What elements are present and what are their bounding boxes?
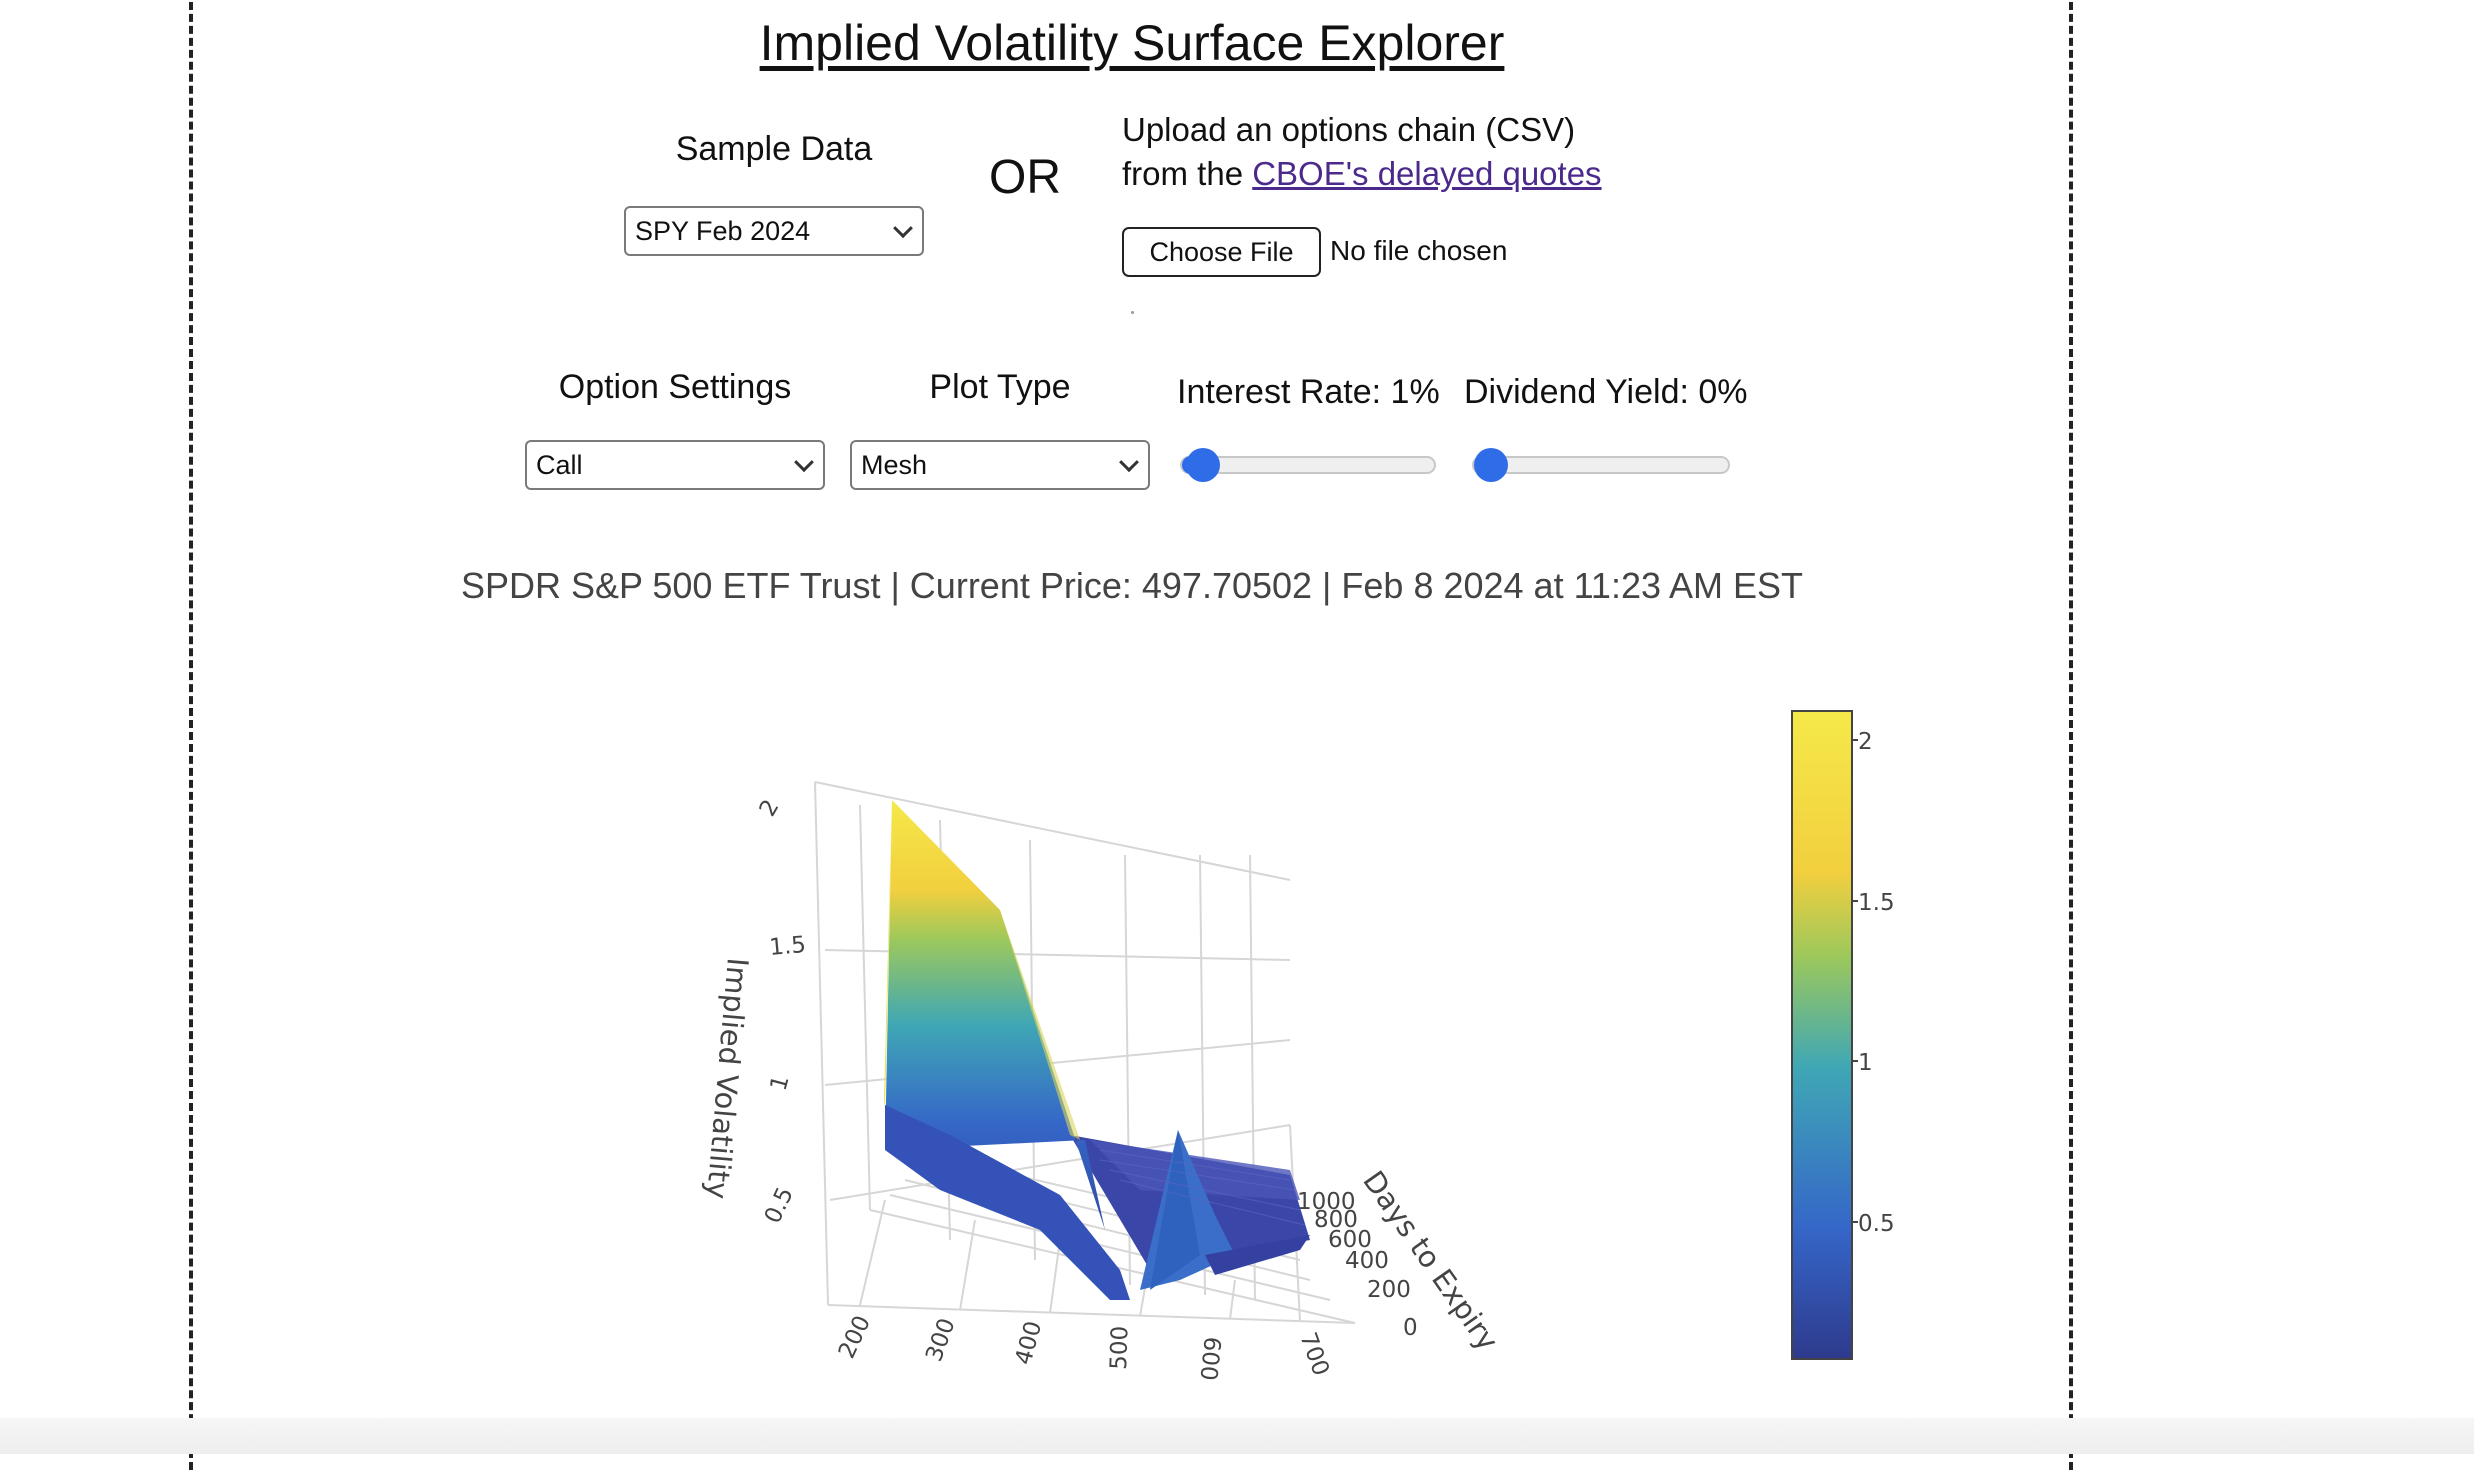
y-tick-label: 600 xyxy=(1328,1227,1372,1253)
y-tick-label: 0 xyxy=(1403,1315,1418,1341)
colorbar-tick-label: 1.5 xyxy=(1858,890,1895,916)
plot-type-select[interactable]: Mesh xyxy=(850,440,1150,490)
upload-instructions: Upload an options chain (CSV) from the C… xyxy=(1122,108,1602,196)
sample-data-value: SPY Feb 2024 xyxy=(635,215,811,246)
colorbar-tick-label: 1 xyxy=(1858,1050,1873,1076)
or-separator: OR xyxy=(989,151,1061,204)
interest-rate-label: Interest Rate: 1% xyxy=(1177,373,1440,411)
z-tick-label: 1 xyxy=(766,1073,795,1094)
file-status: No file chosen xyxy=(1330,235,1508,266)
x-tick-label: 500 xyxy=(1106,1325,1134,1370)
sample-data-select[interactable]: SPY Feb 2024 xyxy=(624,206,924,256)
x-tick-label: 600 xyxy=(1194,1335,1224,1381)
colorbar-tick-label: 2 xyxy=(1858,729,1873,755)
y-tick-label: 800 xyxy=(1314,1207,1358,1233)
dividend-yield-slider[interactable] xyxy=(1472,448,1730,482)
choose-file-button[interactable]: Choose File xyxy=(1122,227,1321,277)
z-tick-label: 1.5 xyxy=(768,932,807,961)
y-tick-label: 1000 xyxy=(1297,1189,1356,1215)
option-type-select[interactable]: Call xyxy=(525,440,825,490)
x-tick-label: 200 xyxy=(834,1312,876,1363)
option-settings-label: Option Settings xyxy=(558,368,792,406)
colorbar-tick-label: 0.5 xyxy=(1858,1211,1895,1237)
z-axis-title: Implied Volatility xyxy=(700,956,755,1200)
plot-type-value: Mesh xyxy=(861,449,928,480)
upload-line-2-prefix: from the xyxy=(1122,155,1244,192)
colorbar-ticks: 0.5 1 1.5 2 xyxy=(1852,729,1895,1237)
sample-data-label: Sample Data xyxy=(675,130,873,168)
y-tick-label: 200 xyxy=(1367,1277,1411,1303)
z-tick-label: 0.5 xyxy=(760,1183,799,1227)
page-frame xyxy=(189,0,2073,1470)
upload-line-1: Upload an options chain (CSV) xyxy=(1122,111,1576,148)
x-axis-ticks: 200 300 400 500 600 700 xyxy=(834,1312,1334,1382)
surface-wire xyxy=(1099,1149,1306,1226)
x-tick-label: 300 xyxy=(921,1315,960,1365)
interest-rate-thumb[interactable] xyxy=(1186,448,1220,482)
option-type-value: Call xyxy=(536,449,583,480)
plot-type-label: Plot Type xyxy=(929,368,1071,406)
divider-dot xyxy=(1131,311,1134,314)
iv-surface-mesh xyxy=(884,800,1310,1300)
x-tick-label: 400 xyxy=(1011,1318,1047,1367)
page-title: Implied Volatility Surface Explorer xyxy=(759,15,1505,71)
bottom-strip xyxy=(0,1418,2474,1454)
y-axis-ticks: 0 200 400 600 800 1000 xyxy=(1297,1189,1418,1341)
z-axis-ticks: 0.5 1 1.5 2 xyxy=(755,795,807,1227)
upload-line-2: from the CBOE's delayed quotes xyxy=(1122,152,1602,196)
colorbar xyxy=(1791,710,1853,1360)
ticker-info-line: SPDR S&P 500 ETF Trust | Current Price: … xyxy=(460,565,1804,606)
y-tick-label: 400 xyxy=(1345,1248,1389,1274)
cboe-link[interactable]: CBOE's delayed quotes xyxy=(1252,155,1602,192)
dividend-yield-thumb[interactable] xyxy=(1474,448,1508,482)
interest-rate-slider[interactable] xyxy=(1180,448,1436,482)
dividend-yield-label: Dividend Yield: 0% xyxy=(1464,373,1748,411)
x-tick-label: 700 xyxy=(1294,1329,1333,1379)
z-tick-label: 2 xyxy=(755,795,785,821)
